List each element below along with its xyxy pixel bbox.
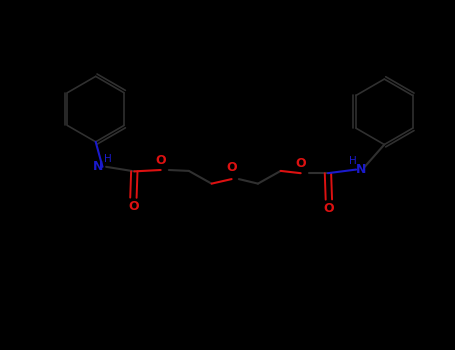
Text: O: O — [128, 200, 139, 213]
Text: H: H — [104, 154, 112, 164]
Text: O: O — [227, 161, 238, 174]
Text: N: N — [355, 163, 366, 176]
Text: O: O — [296, 157, 307, 170]
Text: O: O — [324, 202, 334, 215]
Text: N: N — [93, 160, 103, 173]
Text: H: H — [349, 156, 356, 166]
Text: O: O — [156, 154, 167, 167]
